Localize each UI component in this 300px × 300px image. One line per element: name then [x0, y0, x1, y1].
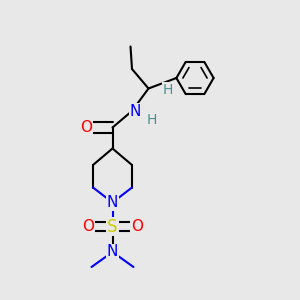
- Text: N: N: [129, 103, 141, 118]
- Text: N: N: [107, 244, 118, 260]
- Text: H: H: [146, 113, 157, 127]
- Text: O: O: [131, 219, 143, 234]
- Text: S: S: [107, 218, 118, 236]
- Text: N: N: [107, 195, 118, 210]
- Text: H: H: [163, 83, 173, 97]
- Text: O: O: [80, 120, 92, 135]
- Text: O: O: [82, 219, 94, 234]
